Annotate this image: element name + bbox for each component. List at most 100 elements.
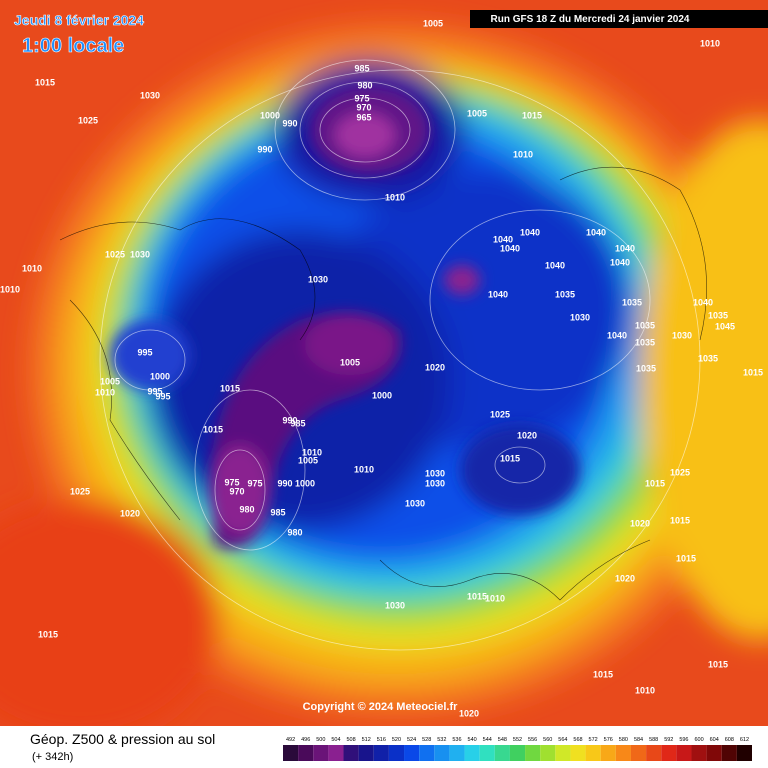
pressure-label: 1035	[698, 353, 718, 363]
pressure-label: 1035	[635, 320, 655, 330]
pressure-label: 1020	[459, 708, 479, 718]
scale-label: 532	[437, 737, 446, 743]
pressure-label: 1040	[615, 243, 635, 253]
run-info: Run GFS 18 Z du Mercredi 24 janvier 2024	[491, 14, 690, 25]
scale-swatch	[540, 745, 556, 761]
scale-swatch	[464, 745, 480, 761]
pressure-label: 970	[229, 486, 244, 496]
pressure-label: 980	[239, 504, 254, 514]
pressure-label: 1035	[635, 337, 655, 347]
pressure-label: 1040	[610, 257, 630, 267]
pressure-label: 995	[155, 391, 170, 401]
pressure-label: 1035	[622, 297, 642, 307]
scale-label: 504	[331, 737, 340, 743]
pressure-label: 1020	[615, 573, 635, 583]
pressure-label: 1045	[715, 321, 735, 331]
pressure-label: 1010	[0, 284, 20, 294]
pressure-label: 1010	[485, 593, 505, 603]
scale-label: 552	[513, 737, 522, 743]
pressure-label: 1005	[100, 376, 120, 386]
scale-swatch	[736, 745, 752, 761]
pressure-label: 1000	[295, 478, 315, 488]
pressure-label: 1015	[203, 424, 223, 434]
scale-swatch	[404, 745, 420, 761]
scale-label: 572	[589, 737, 598, 743]
pressure-label: 995	[147, 386, 162, 396]
pressure-label: 965	[356, 112, 371, 122]
scale-swatch	[479, 745, 495, 761]
pressure-label: 1000	[372, 390, 392, 400]
pressure-label: 1015	[35, 77, 55, 87]
pressure-label: 1005	[340, 357, 360, 367]
scale-swatch	[509, 745, 526, 761]
scale-swatch	[283, 745, 299, 761]
pressure-label: 985	[270, 507, 285, 517]
pressure-label: 1010	[354, 464, 374, 474]
coastlines	[59, 166, 707, 601]
pressure-label: 1000	[150, 371, 170, 381]
pressure-label: 1040	[693, 297, 713, 307]
scale-label: 524	[407, 737, 416, 743]
field: Jeudi 8 février 2024 1:00 locale Run GFS…	[0, 0, 768, 726]
scale-label: 600	[694, 737, 703, 743]
scale-label: 548	[498, 737, 507, 743]
pressure-label: 1040	[493, 234, 513, 244]
pressure-label: 1015	[38, 629, 58, 639]
pressure-label: 1030	[672, 330, 692, 340]
scale-label: 576	[604, 737, 613, 743]
pressure-label: 1005	[298, 455, 318, 465]
pressure-label: 1015	[670, 515, 690, 525]
pressure-label: 1025	[70, 486, 90, 496]
pressure-label: 1000	[260, 110, 280, 120]
scale-label: 500	[316, 737, 325, 743]
scale-label: 588	[649, 737, 658, 743]
scale-label: 496	[301, 737, 310, 743]
scale-label: 568	[573, 737, 582, 743]
scale-swatch	[434, 745, 450, 761]
pressure-label: 990	[282, 118, 297, 128]
scale-label: 536	[452, 737, 461, 743]
scale-swatch	[615, 745, 631, 761]
pressure-label: 1015	[743, 367, 763, 377]
scale-label: 544	[483, 737, 492, 743]
pressure-label: 1015	[676, 553, 696, 563]
pressure-label: 1015	[708, 659, 728, 669]
time: 1:00 locale	[22, 35, 124, 57]
pressure-label: 970	[356, 102, 371, 112]
scale-swatch	[328, 745, 344, 761]
pressure-label: 1025	[670, 467, 690, 477]
pressure-labels: 1005101010151030102598598097597096510009…	[0, 18, 763, 718]
pressure-label: 990	[277, 478, 292, 488]
scale-label: 508	[346, 737, 355, 743]
scale-swatch	[388, 745, 405, 761]
scale-swatch	[343, 745, 359, 761]
pressure-label: 1030	[425, 478, 445, 488]
scale-swatch	[570, 745, 586, 761]
scale-swatch	[646, 745, 662, 761]
scale-label: 564	[558, 737, 567, 743]
scale-swatch	[555, 745, 571, 761]
scale-label: 560	[543, 737, 552, 743]
pressure-label: 980	[357, 80, 372, 90]
pressure-label: 1010	[95, 387, 115, 397]
pressure-label: 975	[247, 478, 262, 488]
scale-label: 608	[725, 737, 734, 743]
scale-swatch	[373, 745, 389, 761]
pressure-label: 1030	[405, 498, 425, 508]
scale-label: 520	[392, 737, 401, 743]
pressure-label: 1015	[645, 478, 665, 488]
scale-label: 580	[619, 737, 628, 743]
pressure-label: 985	[354, 63, 369, 73]
scale-swatch	[419, 745, 435, 761]
scale-swatch	[449, 745, 465, 761]
scale-swatch	[706, 745, 722, 761]
footer-title: Géop. Z500 & pression au sol	[30, 731, 215, 747]
scale-label: 584	[634, 737, 643, 743]
pressure-label: 1030	[425, 468, 445, 478]
pressure-label: 985	[290, 418, 305, 428]
pressure-label: 1030	[385, 600, 405, 610]
scale-swatch	[585, 745, 601, 761]
pressure-label: 1015	[467, 591, 487, 601]
pressure-label: 1015	[593, 669, 613, 679]
